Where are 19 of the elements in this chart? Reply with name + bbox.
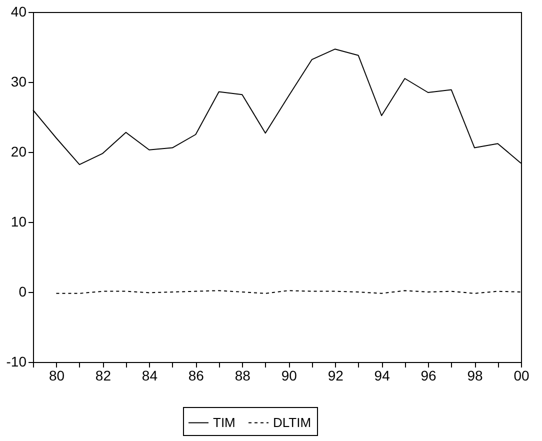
y-tick-label: 0 — [18, 284, 27, 300]
y-tick-label: 20 — [10, 144, 27, 160]
y-tick-label: -10 — [6, 354, 27, 370]
y-tick-label: 40 — [10, 4, 27, 20]
x-tick-label: 84 — [142, 368, 158, 384]
x-tick-label: 88 — [234, 368, 251, 384]
x-tick-label: 80 — [48, 368, 65, 384]
x-tick-label: 96 — [420, 368, 437, 384]
x-tick-label: 92 — [328, 368, 344, 384]
y-tick-label: 10 — [10, 214, 27, 230]
x-tick-label: 86 — [188, 368, 204, 384]
legend-label: TIM — [213, 414, 236, 430]
y-tick-label: 30 — [10, 74, 27, 90]
x-tick-label: 90 — [281, 368, 298, 384]
x-tick-label: 94 — [374, 368, 390, 384]
x-tick-label: 82 — [95, 368, 112, 384]
x-tick-label: 98 — [467, 368, 484, 384]
x-tick-label: 00 — [514, 368, 530, 384]
legend-label: DLTIM — [273, 414, 312, 430]
